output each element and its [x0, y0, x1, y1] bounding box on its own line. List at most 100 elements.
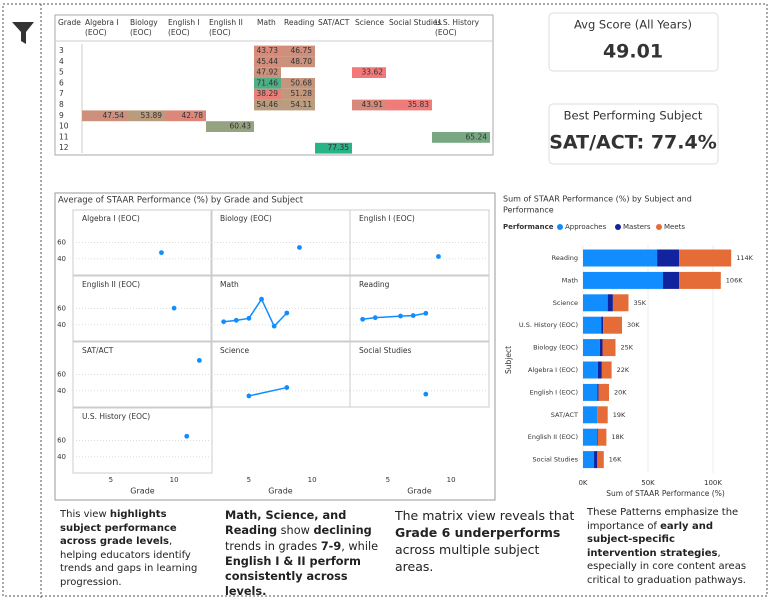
bar-segment	[583, 271, 663, 289]
note-text: , helping educators identify trends and …	[60, 536, 198, 588]
matrix-value: 77.35	[328, 143, 350, 152]
data-point	[246, 315, 252, 321]
matrix-cell	[386, 99, 432, 111]
legend-marker	[557, 224, 563, 230]
card-frame	[548, 103, 719, 165]
note-text: , especially in core content areas criti…	[587, 547, 747, 586]
x-tick-label: 100K	[704, 479, 722, 487]
x-axis-label: Sum of STAAR Performance (%)	[606, 489, 725, 498]
category-label: Science	[553, 299, 578, 307]
trend-line	[248, 386, 287, 397]
matrix-value: 53.89	[141, 111, 163, 120]
matrix-value: 47.54	[103, 111, 125, 120]
row-grade: 5	[59, 68, 64, 77]
note: These Patterns emphasize the importance …	[587, 506, 747, 587]
data-point	[159, 250, 164, 256]
total-label: 19K	[613, 411, 626, 419]
matrix-header: U.S. History	[435, 18, 480, 27]
category-label: English II (EOC)	[528, 433, 578, 441]
row-grade: 4	[59, 57, 64, 66]
legend-label: Approaches	[565, 223, 607, 231]
note: This view highlights subject performance…	[60, 508, 210, 589]
row-grade: 11	[59, 132, 69, 141]
note-text: trends in grades	[225, 539, 321, 553]
x-axis-label: Grade	[268, 487, 292, 496]
matrix-header: Algebra I	[85, 18, 119, 27]
page-frame	[2, 3, 768, 597]
card-value: SAT/ACT: 77.4%	[549, 132, 717, 154]
matrix-value: 38.29	[257, 89, 279, 98]
note-text: The matrix view reveals that	[395, 508, 575, 523]
bar-segment	[612, 294, 629, 312]
bar-segment	[597, 361, 602, 379]
total-label: 22K	[617, 366, 630, 374]
row-grade: 6	[59, 78, 64, 87]
matrix-cell	[281, 45, 315, 57]
total-label: 18K	[611, 433, 624, 441]
data-point	[372, 315, 378, 321]
chart-title: Average of STAAR Performance (%) by Grad…	[58, 196, 304, 206]
data-point	[259, 296, 264, 302]
data-point	[360, 316, 366, 322]
panel-title: Math	[220, 280, 239, 289]
matrix-header: SAT/ACT	[318, 18, 350, 27]
category-label: Biology (EOC)	[533, 344, 578, 352]
matrix-header: Math	[257, 18, 276, 27]
matrix-header: (EOC)	[85, 28, 107, 37]
matrix-value: 65.24	[466, 132, 488, 141]
x-axis-label: Grade	[407, 487, 431, 496]
matrix-value: 54.46	[257, 100, 279, 109]
matrix-cell	[254, 67, 281, 78]
card-label: Avg Score (All Years)	[574, 18, 692, 32]
note-text: show	[277, 524, 314, 538]
bar-segment	[597, 428, 607, 446]
legend-label: Meets	[664, 223, 685, 231]
matrix-cell	[281, 56, 315, 68]
total-label: 30K	[627, 321, 640, 329]
category-label: Math	[562, 276, 578, 284]
data-point	[171, 305, 177, 311]
matrix-value: 60.43	[230, 122, 252, 131]
panel-title: Social Studies	[359, 346, 412, 355]
bar-segment	[603, 316, 622, 334]
card-frame	[548, 12, 719, 72]
total-label: 106K	[726, 276, 743, 284]
panel-title: English I (EOC)	[359, 214, 415, 223]
bar-segment	[583, 316, 602, 334]
legend-title: Performance	[503, 223, 554, 231]
matrix-value: 47.92	[257, 68, 279, 77]
matrix-cell	[315, 142, 352, 154]
note-text: , while	[341, 539, 379, 553]
row-grade: 12	[59, 143, 69, 152]
row-grade: 10	[59, 122, 69, 131]
x-tick-label: 10	[170, 476, 179, 484]
matrix-cell	[127, 110, 165, 122]
x-tick-label: 10	[447, 476, 456, 484]
data-point	[297, 245, 302, 250]
bar-segment	[602, 339, 616, 357]
data-point	[184, 433, 190, 439]
matrix-header: Grade	[58, 18, 81, 27]
total-label: 114K	[736, 254, 753, 262]
filter-icon[interactable]	[12, 22, 34, 44]
matrix-value: 43.73	[257, 46, 279, 55]
y-axis-label: Subject	[504, 346, 513, 374]
panel-title: Science	[220, 346, 249, 355]
matrix-header: Biology	[130, 18, 158, 27]
category-label: Social Studies	[533, 456, 579, 464]
bar-segment	[583, 406, 598, 424]
matrix-cell	[281, 78, 315, 89]
bar-segment	[583, 361, 598, 379]
panel-title: Biology (EOC)	[220, 214, 272, 223]
x-tick-label: 10	[308, 476, 317, 484]
matrix-value: 50.68	[291, 78, 313, 87]
matrix-value: 54.11	[291, 100, 313, 109]
matrix-value: 33.62	[362, 68, 384, 77]
matrix-value: 48.70	[291, 57, 313, 66]
bar-segment	[597, 406, 608, 424]
bar-segment	[598, 383, 609, 401]
y-tick-label: 60	[57, 305, 66, 313]
data-point	[196, 358, 202, 363]
matrix-cell	[254, 45, 281, 57]
y-tick-label: 60	[57, 437, 66, 445]
